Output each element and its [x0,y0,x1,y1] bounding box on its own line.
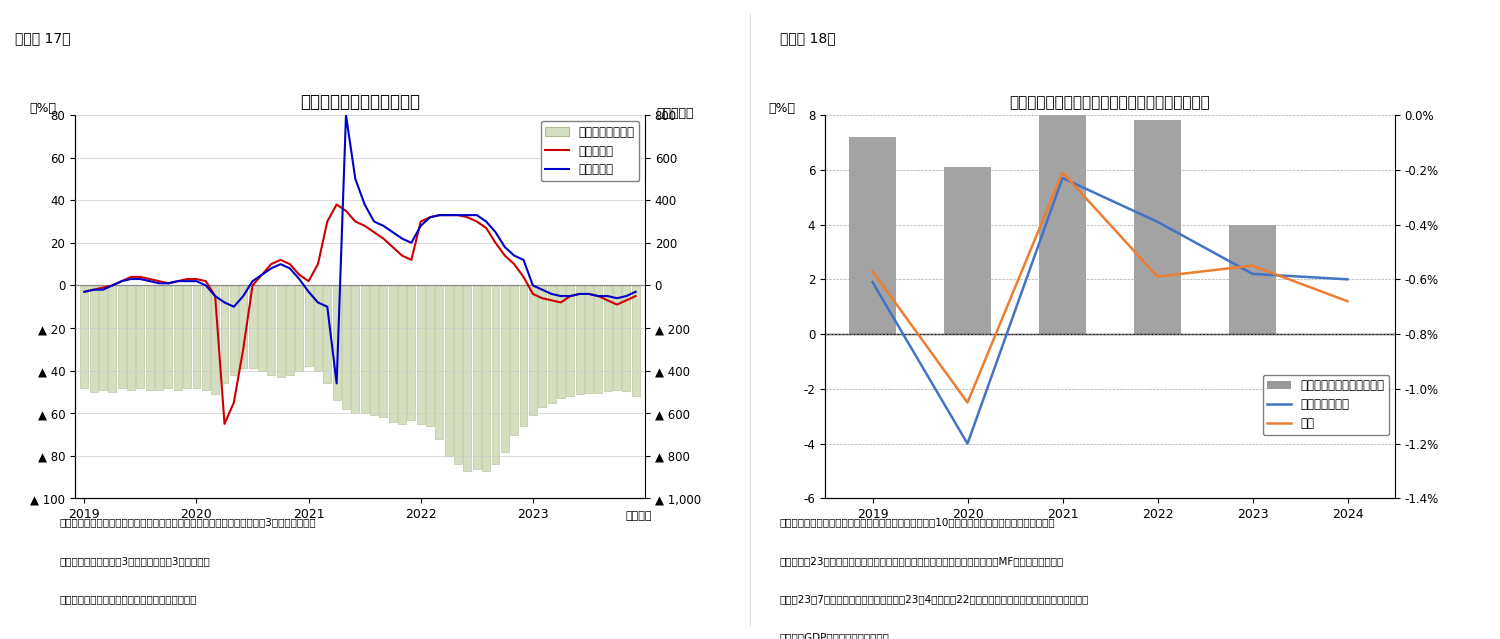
Bar [267,286,274,375]
Bar [492,286,500,465]
Bar [304,286,312,366]
Bar [603,286,612,392]
Text: 輸出入伸び率は、3ヵ月移動平均、3ヵ月前比。: 輸出入伸び率は、3ヵ月移動平均、3ヵ月前比。 [60,556,210,566]
Bar [426,286,433,426]
Bar [165,286,172,388]
Bar [632,286,639,396]
Bar [408,286,416,420]
Bar [538,286,546,407]
Bar [296,286,303,371]
Bar [472,286,482,468]
Bar [324,286,332,383]
Bar [1134,121,1182,334]
Title: 貿易収支（財・サービス）: 貿易収支（財・サービス） [300,93,420,111]
Bar [276,286,285,377]
Bar [622,286,630,392]
Bar [370,286,378,415]
Bar [510,286,518,435]
Legend: 貿易収支（右軸）, 輸出伸び率, 輸入伸び率: 貿易収支（右軸）, 輸出伸び率, 輸入伸び率 [540,121,639,181]
Bar [136,286,144,388]
Bar [417,286,424,424]
Text: （注）輸出相手国平均は米国の財・サービス輸出相手国10ヵ国の成長率を輸出額で加重平均した: （注）輸出相手国平均は米国の財・サービス輸出相手国10ヵ国の成長率を輸出額で加重… [780,518,1056,528]
Text: （図表 17）: （図表 17） [15,31,70,45]
Bar [614,286,621,390]
Bar [454,286,462,465]
Bar [333,286,340,401]
Bar [108,286,117,392]
Bar [1038,115,1086,334]
Bar [286,286,294,375]
Bar [585,286,592,393]
Bar [1228,224,1276,334]
Bar [351,286,360,413]
Bar [154,286,164,390]
Bar [99,286,106,390]
Bar [230,286,238,375]
Bar [211,286,219,394]
Bar [146,286,153,390]
Bar [81,286,88,388]
Bar [342,286,350,409]
Bar [567,286,574,396]
Bar [482,286,490,471]
Bar [249,286,256,369]
Bar [360,286,369,413]
Bar [398,286,406,424]
Bar [849,137,897,334]
Text: （%）: （%） [30,102,57,115]
Text: （資料）センサス局よりニッセイ基礎研究所作成: （資料）センサス局よりニッセイ基礎研究所作成 [60,594,198,604]
Bar [183,286,190,388]
Text: （月次）: （月次） [626,511,652,521]
Bar [594,286,603,393]
Text: もの。23年以降は米国はニッセイ基礎研究所の見通し、それ以外の国はMFの世界経済見通し: もの。23年以降は米国はニッセイ基礎研究所の見通し、それ以外の国はMFの世界経済… [780,556,1065,566]
Bar [258,286,266,371]
Bar [464,286,471,471]
Bar [380,286,387,417]
Bar [576,286,584,394]
Bar [238,286,248,369]
Bar [192,286,201,388]
Bar [548,286,555,403]
Y-axis label: （億ドル）: （億ドル） [657,107,694,120]
Legend: 外需成長率寄与度（右軸）, 輸出相手国平均, 米国: 外需成長率寄与度（右軸）, 輸出相手国平均, 米国 [1263,374,1389,435]
Title: 米国の輸出相手国の成長率と外需の成長率寄与度: 米国の輸出相手国の成長率と外需の成長率寄与度 [1010,95,1210,110]
Bar [90,286,98,392]
Bar [220,286,228,383]
Bar [944,167,992,334]
Bar [446,286,453,456]
Bar [128,286,135,390]
Bar [435,286,444,439]
Bar [556,286,566,398]
Bar [117,286,126,388]
Bar [501,286,509,452]
Text: （図表 18）: （図表 18） [780,31,836,45]
Bar [530,286,537,415]
Bar [519,286,528,426]
Bar [314,286,322,371]
Bar [388,286,396,422]
Bar [202,286,210,390]
Text: （注）季節調整済、国際収支統計ベースの財およびサービス貿易の合計、3ヵ月移動平均。: （注）季節調整済、国際収支統計ベースの財およびサービス貿易の合計、3ヵ月移動平均… [60,518,316,528]
Text: 実質GDPにおける外需の寄与度: 実質GDPにおける外需の寄与度 [780,633,889,639]
Text: （%）: （%） [768,102,795,115]
Text: （23年7月、スイスとアイルランドは23年4月））と22年の輸出額から試算。外需成長率寄与度は: （23年7月、スイスとアイルランドは23年4月））と22年の輸出額から試算。外需… [780,594,1089,604]
Bar [174,286,182,390]
